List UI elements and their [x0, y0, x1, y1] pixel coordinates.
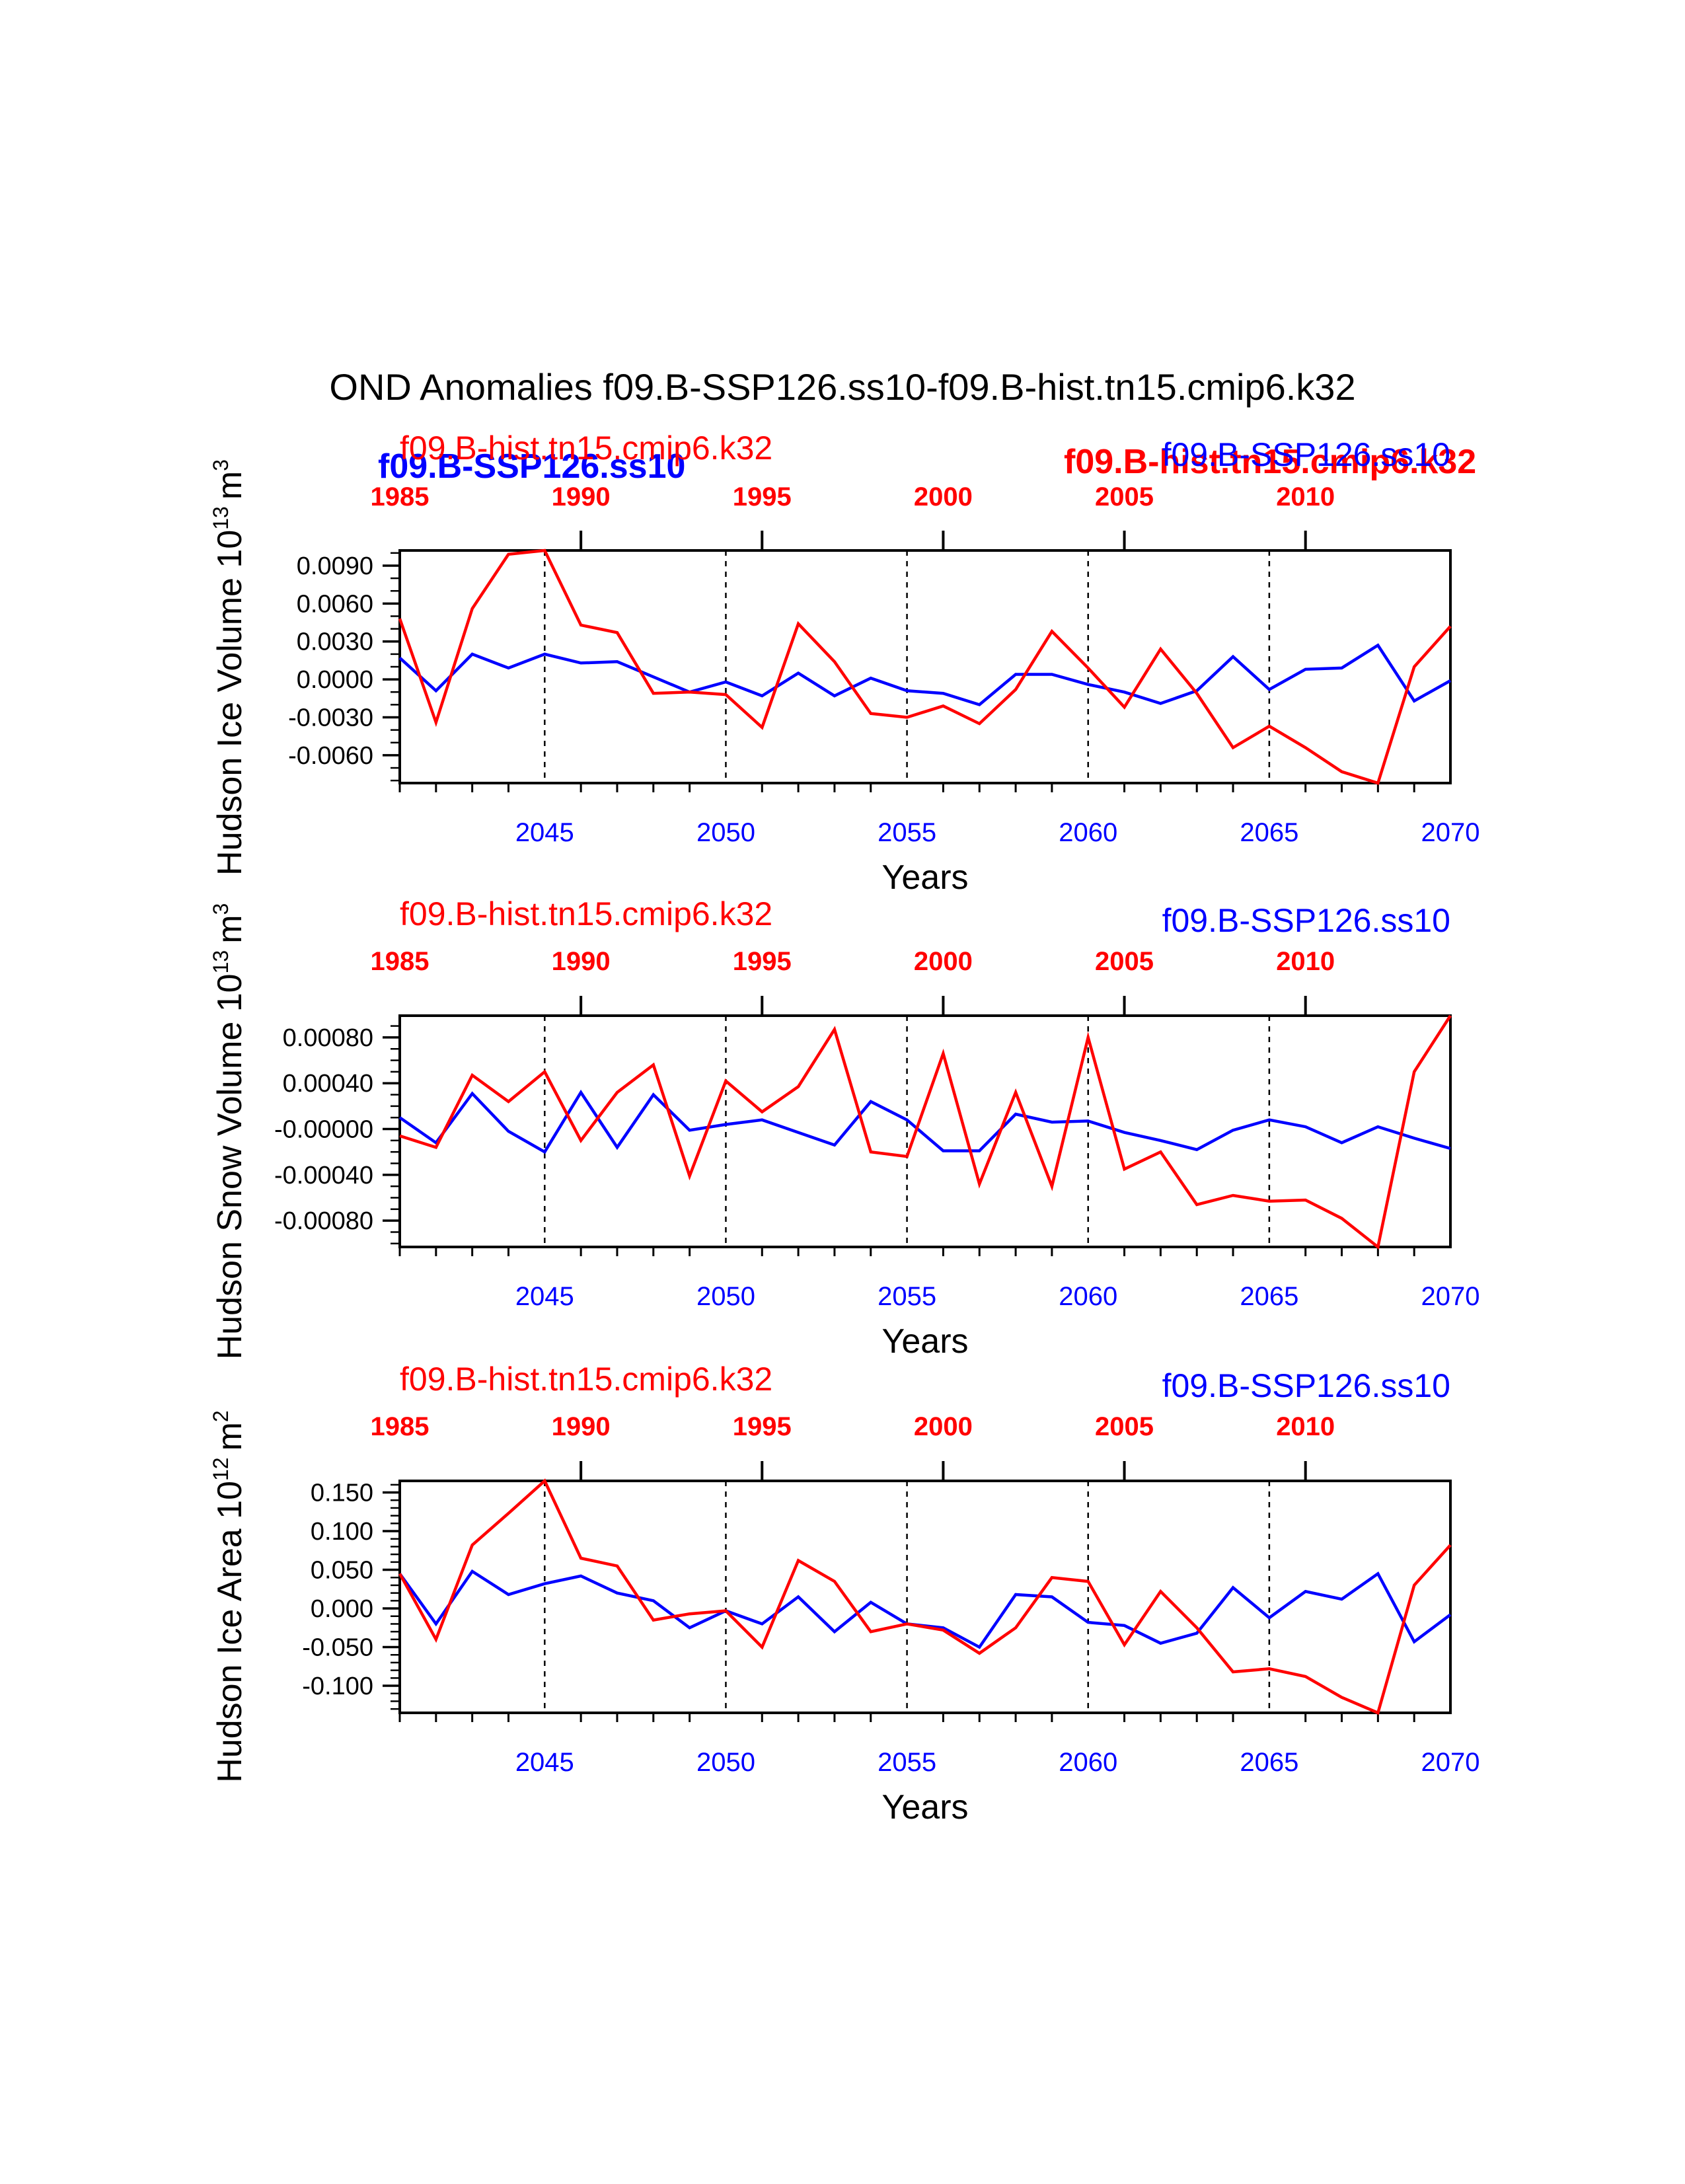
bottom-tick-label: 2065: [1240, 818, 1298, 847]
bottom-tick-label: 2055: [878, 1282, 936, 1311]
y-tick-label: 0.000: [311, 1595, 373, 1623]
x-axis-label: Years: [881, 858, 968, 897]
x-axis-label: Years: [881, 1322, 968, 1361]
top-tick-label: 2005: [1095, 947, 1154, 976]
panels: 2045 2050 2055 2060 2065 2070 Years 1985 1990 199…: [209, 430, 1479, 1826]
top-tick-label: 1990: [552, 947, 611, 976]
y-axis-label-unit-exponent: 3: [209, 459, 233, 471]
hist-run-label: f09.B-hist.tn15.cmip6.k32: [400, 895, 772, 932]
bottom-tick-label: 2060: [1059, 818, 1117, 847]
top-tick-label: 1985: [371, 947, 430, 976]
hist-run-label: f09.B-hist.tn15.cmip6.k32: [400, 430, 772, 467]
y-tick-label: 0.100: [311, 1518, 373, 1546]
y-axis-label-text: Hudson Ice Area 10: [211, 1481, 249, 1783]
y-axis-label: Hudson Snow Volume 1013 m3: [209, 903, 249, 1360]
plot-frame: [398, 1480, 1452, 1714]
top-tick-label: 2000: [914, 947, 973, 976]
y-axis-label-unit: m: [211, 471, 249, 500]
series-line-ssp126: [398, 643, 1452, 706]
bottom-tick-label: 2055: [878, 1748, 936, 1777]
chart-panel-3: 2045 2050 2055 2060 2065 2070 Years 1985 1990 199…: [209, 1361, 1479, 1826]
series-line-hist: [399, 1014, 1452, 1250]
y-axis-label: Hudson Ice Area 1012 m2: [209, 1410, 249, 1782]
ssp-run-label: f09.B-SSP126.ss10: [1162, 1367, 1450, 1404]
bottom-tick-label: 2070: [1421, 1282, 1480, 1311]
series-line-hist: [398, 548, 1452, 785]
top-tick-label: 1995: [733, 482, 792, 511]
overlay-ssp-label-left: f09.B-SSP126.ss10: [378, 447, 685, 486]
ssp-run-label: f09.B-SSP126.ss10: [1162, 902, 1450, 939]
top-tick-label: 2010: [1276, 482, 1335, 511]
y-tick-label: -0.00080: [274, 1207, 373, 1235]
top-tick-label: 1990: [552, 482, 611, 511]
y-axis-label-exponent: 12: [209, 1457, 233, 1481]
plot-frame: [398, 1014, 1452, 1248]
chart-panel-1: 2045 2050 2055 2060 2065 2070 Years 1985 1990 199…: [209, 430, 1479, 897]
top-tick-label: 2000: [914, 482, 973, 511]
bottom-tick-label: 2050: [696, 818, 755, 847]
overlay-hist-label-right: f09.B-hist.tn15.cmip6.k32: [1064, 443, 1476, 481]
y-axis-label-unit-exponent: 2: [209, 1410, 233, 1422]
top-tick-label: 1995: [733, 947, 792, 976]
top-tick-label: 1985: [371, 482, 430, 511]
top-tick-label: 1995: [733, 1412, 792, 1441]
y-tick-label: -0.00040: [274, 1162, 373, 1189]
top-tick-label: 2010: [1276, 1412, 1335, 1441]
bottom-tick-label: 2065: [1240, 1282, 1298, 1311]
top-tick-label: 2005: [1095, 1412, 1154, 1441]
y-axis-label-unit: m: [211, 1422, 249, 1450]
series-line-hist: [398, 1478, 1452, 1715]
y-tick-label: -0.100: [302, 1673, 373, 1700]
y-axis-label-exponent: 13: [209, 506, 233, 530]
y-tick-label: 0.050: [311, 1557, 373, 1585]
y-tick-label: 0.0000: [297, 666, 373, 694]
chart-panel-2: 2045 2050 2055 2060 2065 2070 Years 1985 1990 199…: [209, 895, 1479, 1361]
top-tick-label: 2010: [1276, 947, 1335, 976]
top-tick-label: 2005: [1095, 482, 1154, 511]
y-tick-label: -0.0030: [288, 704, 373, 732]
y-axis-label-unit: m: [211, 915, 249, 943]
y-axis-label-exponent: 13: [209, 950, 233, 974]
figure-title: OND Anomalies f09.B-SSP126.ss10-f09.B-hi…: [329, 366, 1355, 408]
y-tick-label: 0.0060: [297, 590, 373, 618]
bottom-tick-label: 2070: [1421, 1748, 1480, 1777]
hist-run-label: f09.B-hist.tn15.cmip6.k32: [400, 1361, 772, 1398]
y-tick-label: 0.0090: [297, 552, 373, 580]
bottom-tick-label: 2065: [1240, 1748, 1298, 1777]
y-axis-label-text: Hudson Ice Volume 10: [211, 530, 249, 876]
y-tick-label: 0.150: [311, 1480, 373, 1507]
y-tick-label: -0.00000: [274, 1116, 373, 1144]
top-tick-label: 2000: [914, 1412, 973, 1441]
y-axis-label-text: Hudson Snow Volume 10: [211, 973, 249, 1359]
series-line-ssp126: [398, 1089, 1451, 1154]
bottom-tick-label: 2045: [515, 818, 574, 847]
bottom-tick-label: 2050: [696, 1282, 755, 1311]
plot-frame: [398, 549, 1452, 784]
bottom-tick-label: 2050: [696, 1748, 755, 1777]
top-tick-label: 1985: [371, 1412, 430, 1441]
bottom-tick-label: 2060: [1059, 1282, 1117, 1311]
x-axis-label: Years: [881, 1788, 968, 1826]
bottom-tick-label: 2045: [515, 1748, 574, 1777]
bottom-tick-label: 2060: [1059, 1748, 1117, 1777]
y-tick-label: -0.0060: [288, 742, 373, 770]
y-tick-label: -0.050: [302, 1634, 373, 1662]
bottom-tick-label: 2045: [515, 1282, 574, 1311]
y-axis-label-unit-exponent: 3: [209, 903, 233, 915]
y-tick-label: 0.00040: [283, 1070, 373, 1098]
y-tick-label: 0.0030: [297, 628, 373, 656]
bottom-tick-label: 2070: [1421, 818, 1480, 847]
top-tick-label: 1990: [552, 1412, 611, 1441]
y-tick-label: 0.00080: [283, 1024, 373, 1052]
ssp-run-label: f09.B-SSP126.ss10: [1162, 436, 1450, 473]
y-axis-label: Hudson Ice Volume 1013 m3: [209, 459, 249, 876]
series-line-ssp126: [398, 1569, 1452, 1649]
bottom-tick-label: 2055: [878, 818, 936, 847]
